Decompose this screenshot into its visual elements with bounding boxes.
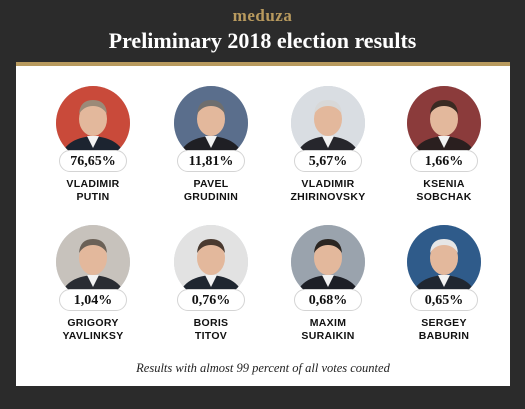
candidate-first-name: GRIGORY (67, 317, 119, 329)
candidate-last-name: TITOV (194, 330, 228, 342)
candidate-last-name: GRUDININ (183, 191, 239, 203)
candidate-last-name: SURAIKIN (301, 330, 355, 342)
candidate-last-name: YAVLINKSY (62, 330, 124, 342)
vote-share-badge: 0,76% (177, 289, 245, 311)
vote-share-badge: 11,81% (177, 150, 245, 172)
candidate-first-name: SERGEY (421, 317, 467, 329)
candidate-photo (174, 225, 248, 299)
candidate-first-name: MAXIM (309, 317, 347, 329)
candidate-photo (291, 86, 365, 160)
candidate-first-name: VLADIMIR (66, 178, 120, 190)
results-card: Results with almost 99 percent of all vo… (16, 62, 510, 386)
footnote: Results with almost 99 percent of all vo… (136, 361, 390, 375)
brand-logo: meduza (232, 6, 293, 25)
vote-share-badge: 1,04% (59, 289, 127, 311)
candidate-first-name: KSENIA (423, 178, 465, 190)
candidate-photo (407, 225, 481, 299)
vote-share-badge: 76,65% (59, 150, 127, 172)
candidate-last-name: BABURIN (418, 330, 470, 342)
vote-share-badge: 0,65% (410, 289, 478, 311)
page-title: Preliminary 2018 election results (108, 28, 417, 53)
vote-share-badge: 0,68% (294, 289, 362, 311)
candidate-photo (407, 86, 481, 160)
candidate-last-name: PUTIN (76, 191, 110, 203)
candidate-first-name: BORIS (193, 317, 229, 329)
vote-share-badge: 5,67% (294, 150, 362, 172)
candidate-photo (56, 86, 130, 160)
candidate-photo (56, 225, 130, 299)
candidate-first-name: VLADIMIR (301, 178, 355, 190)
candidate-last-name: SOBCHAK (416, 191, 472, 203)
candidate-last-name: ZHIRINOVSKY (290, 191, 366, 203)
vote-share-badge: 1,66% (410, 150, 478, 172)
candidate-photo (291, 225, 365, 299)
candidate-first-name: PAVEL (193, 178, 229, 190)
candidate-photo (174, 86, 248, 160)
